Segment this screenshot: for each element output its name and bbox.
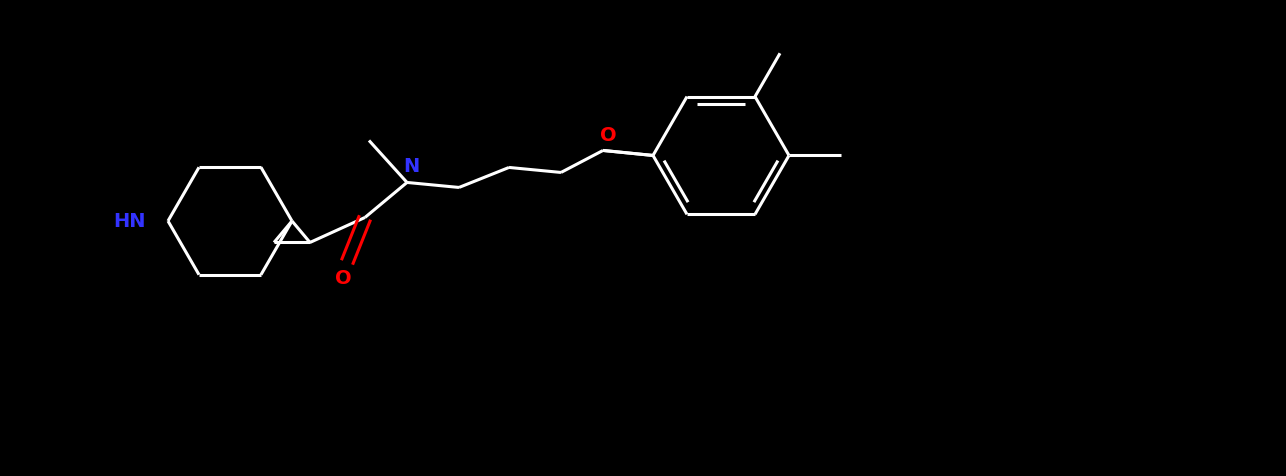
Text: HN: HN [113,211,147,230]
Text: O: O [334,269,351,288]
Text: O: O [599,126,616,145]
Text: N: N [403,157,419,176]
